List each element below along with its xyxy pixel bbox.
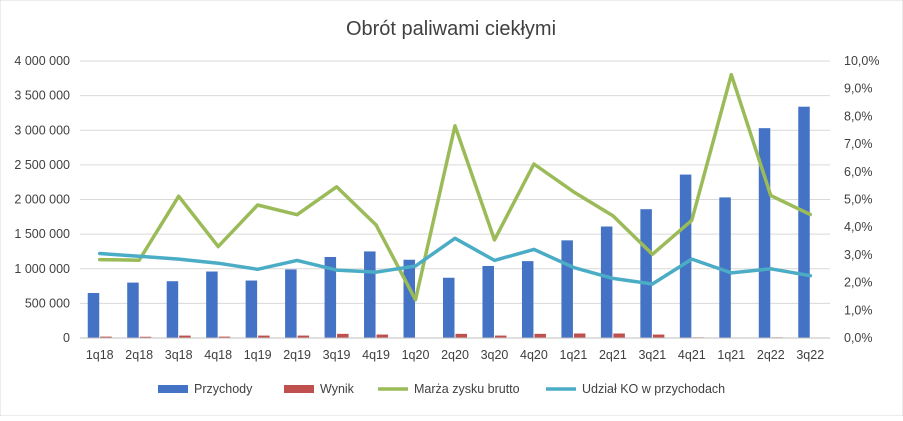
x-tick-label: 2q19 [283, 348, 311, 362]
left-tick-label: 2 000 000 [14, 193, 70, 207]
left-tick-label: 3 000 000 [14, 123, 70, 137]
left-tick-label: 0 [63, 331, 70, 345]
x-tick-label: 2q22 [757, 348, 785, 362]
right-tick-label: 10,0% [844, 54, 879, 68]
x-tick-label: 3q22 [796, 348, 824, 362]
bar-przychody [680, 175, 692, 338]
left-tick-label: 2 500 000 [14, 158, 70, 172]
bar-przychody [443, 278, 455, 338]
right-tick-label: 2,0% [844, 276, 873, 290]
bar-wynik [574, 333, 586, 338]
legend-marker [158, 385, 188, 393]
bar-przychody [561, 240, 573, 338]
bar-wynik [377, 335, 389, 338]
legend: Przychody Wynik Marża zysku brutto Udział K… [158, 382, 725, 396]
left-tick-label: 4 000 000 [14, 54, 70, 68]
bar-przychody [206, 272, 218, 338]
chart-title: Obrót paliwami ciekłymi [346, 18, 556, 40]
right-tick-label: 0,0% [844, 331, 873, 345]
bar-przychody [798, 107, 810, 338]
bar-przychody [167, 281, 179, 338]
bar-przychody [482, 266, 494, 338]
x-tick-label: 4q20 [520, 348, 548, 362]
x-tick-label: 1q20 [402, 348, 430, 362]
x-tick-label: 1q18 [86, 348, 114, 362]
right-tick-label: 8,0% [844, 109, 873, 123]
bar-przychody [364, 251, 376, 338]
legend-label: Marża zysku brutto [414, 382, 520, 396]
x-tick-label: 1q19 [244, 348, 272, 362]
legend-label: Przychody [194, 382, 253, 396]
bar-przychody [127, 283, 139, 338]
x-tick-label: 3q20 [481, 348, 509, 362]
x-tick-label: 2q18 [125, 348, 153, 362]
x-tick-label: 3q18 [165, 348, 193, 362]
right-tick-label: 6,0% [844, 165, 873, 179]
bar-wynik [337, 334, 349, 338]
left-tick-label: 1 500 000 [14, 227, 70, 241]
bar-przychody [522, 261, 534, 338]
bar-przychody [88, 293, 100, 338]
right-tick-label: 5,0% [844, 193, 873, 207]
bar-wynik [456, 334, 468, 338]
x-tick-label: 3q19 [323, 348, 351, 362]
x-tick-label: 3q21 [638, 348, 666, 362]
bar-przychody [285, 269, 297, 338]
left-tick-label: 500 000 [25, 296, 70, 310]
right-tick-label: 3,0% [844, 248, 873, 262]
right-tick-label: 9,0% [844, 82, 873, 96]
bar-przychody [601, 227, 613, 338]
x-tick-label: 4q18 [204, 348, 232, 362]
x-tick-label: 2q20 [441, 348, 469, 362]
legend-label: Wynik [320, 382, 355, 396]
bar-wynik [613, 333, 625, 338]
bar-wynik [534, 334, 546, 338]
right-tick-label: 7,0% [844, 137, 873, 151]
x-tick-label: 4q21 [678, 348, 706, 362]
x-tick-label: 2q21 [599, 348, 627, 362]
bar-przychody [246, 281, 258, 338]
right-tick-label: 1,0% [844, 303, 873, 317]
left-tick-label: 3 500 000 [14, 89, 70, 103]
x-tick-label: 1q21 [560, 348, 588, 362]
left-tick-label: 1 000 000 [14, 262, 70, 276]
bar-przychody [640, 209, 652, 338]
legend-label: Udział KO w przychodach [582, 382, 725, 396]
bar-wynik [653, 335, 665, 338]
legend-marker [284, 385, 314, 393]
x-tick-label: 4q19 [362, 348, 390, 362]
right-tick-label: 4,0% [844, 220, 873, 234]
x-tick-label: 1q21 [717, 348, 745, 362]
